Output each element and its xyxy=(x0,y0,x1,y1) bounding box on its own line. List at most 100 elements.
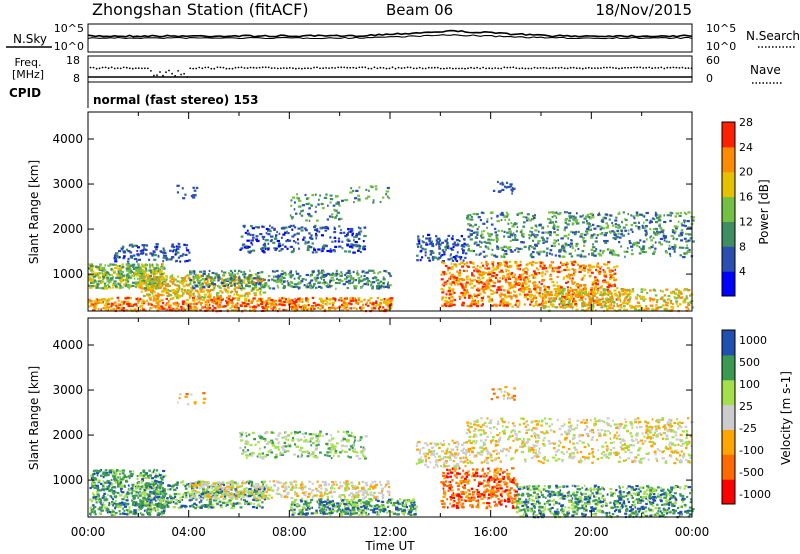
power-cell xyxy=(361,284,364,287)
nave-dot xyxy=(639,66,642,69)
power-cell xyxy=(616,287,619,290)
power-cell xyxy=(270,278,274,281)
power-cell xyxy=(577,230,580,233)
power-cell xyxy=(297,286,299,289)
power-cell xyxy=(618,211,621,214)
power-cell xyxy=(603,273,607,276)
power-cell xyxy=(135,281,138,284)
power-cell xyxy=(157,300,162,303)
power-cell xyxy=(568,299,571,302)
power-cell xyxy=(151,263,154,266)
power-cell xyxy=(376,287,379,290)
power-cell xyxy=(377,282,381,285)
power-cell xyxy=(131,284,135,287)
power-cell xyxy=(93,279,97,282)
power-cell xyxy=(169,298,172,301)
nave-dot xyxy=(292,67,294,70)
power-cell xyxy=(276,280,280,283)
power-cell xyxy=(88,284,90,287)
power-cell xyxy=(272,275,275,278)
power-cell xyxy=(533,216,536,220)
power-cell xyxy=(181,187,184,190)
power-cell xyxy=(241,279,246,282)
power-cell xyxy=(142,302,145,305)
power-cell xyxy=(267,297,271,300)
power-cell xyxy=(184,302,188,305)
power-cell xyxy=(628,241,632,245)
nave-dot xyxy=(310,67,312,70)
power-cell xyxy=(469,278,471,281)
power-cell xyxy=(221,291,224,294)
power-cell xyxy=(180,290,184,293)
power-cell xyxy=(206,301,209,304)
power-cell xyxy=(495,240,498,243)
power-cell xyxy=(452,243,456,246)
power-cell xyxy=(172,291,176,294)
power-cell xyxy=(655,304,658,307)
power-cell xyxy=(306,283,309,286)
power-cell xyxy=(206,289,209,292)
power-cell xyxy=(451,248,455,251)
power-cell xyxy=(115,304,117,307)
power-cell xyxy=(192,281,196,284)
nave-dot xyxy=(304,67,306,70)
power-cell xyxy=(668,244,671,247)
power-cell xyxy=(542,279,546,282)
power-cell xyxy=(673,230,677,233)
power-cell xyxy=(199,275,202,278)
power-cell xyxy=(573,274,576,277)
nave-dot xyxy=(249,66,252,69)
power-cell xyxy=(450,253,452,256)
power-cell xyxy=(525,271,528,274)
velocity-cell xyxy=(111,509,114,512)
power-cell xyxy=(528,274,531,278)
power-cell xyxy=(129,251,133,254)
power-cell xyxy=(587,291,590,294)
power-cell xyxy=(562,249,566,252)
power-cell xyxy=(114,253,117,257)
power-cell xyxy=(548,266,551,269)
power-cell xyxy=(167,258,171,261)
power-cell xyxy=(171,278,175,281)
power-cell xyxy=(234,284,236,287)
power-cell xyxy=(439,255,443,258)
power-cell xyxy=(276,284,279,287)
power-cell xyxy=(271,270,274,273)
power-cell xyxy=(687,302,689,305)
power-cell xyxy=(379,200,382,204)
power-cell xyxy=(318,230,321,233)
nave-dot xyxy=(180,73,183,76)
power-cell xyxy=(362,303,365,306)
power-cell xyxy=(592,290,595,293)
nave-dot xyxy=(485,67,487,70)
power-cell xyxy=(206,278,209,281)
power-cell xyxy=(115,307,118,310)
power-cell xyxy=(164,280,167,283)
power-cell xyxy=(512,232,515,235)
power-cell xyxy=(229,272,232,275)
power-cell xyxy=(571,244,574,248)
power-cell xyxy=(534,272,537,275)
power-cell xyxy=(687,303,691,306)
power-cell xyxy=(89,286,93,289)
power-cell xyxy=(366,301,368,304)
power-cell xyxy=(380,309,383,312)
power-cell xyxy=(128,287,130,290)
power-cell xyxy=(389,306,393,309)
power-cell xyxy=(609,249,613,252)
power-cell xyxy=(126,272,130,276)
power-cell xyxy=(186,307,189,310)
power-cell xyxy=(165,274,168,278)
power-cell xyxy=(526,219,529,222)
power-cell xyxy=(590,271,594,274)
power-cell xyxy=(243,287,246,290)
power-cell xyxy=(293,226,297,229)
nave-dot xyxy=(243,67,246,69)
power-cell xyxy=(250,242,253,245)
power-cell xyxy=(617,254,620,257)
power-cell xyxy=(472,266,475,269)
power-cell xyxy=(349,245,353,248)
power-cell xyxy=(288,297,290,300)
power-cell xyxy=(265,307,268,310)
power-cell xyxy=(143,287,147,290)
